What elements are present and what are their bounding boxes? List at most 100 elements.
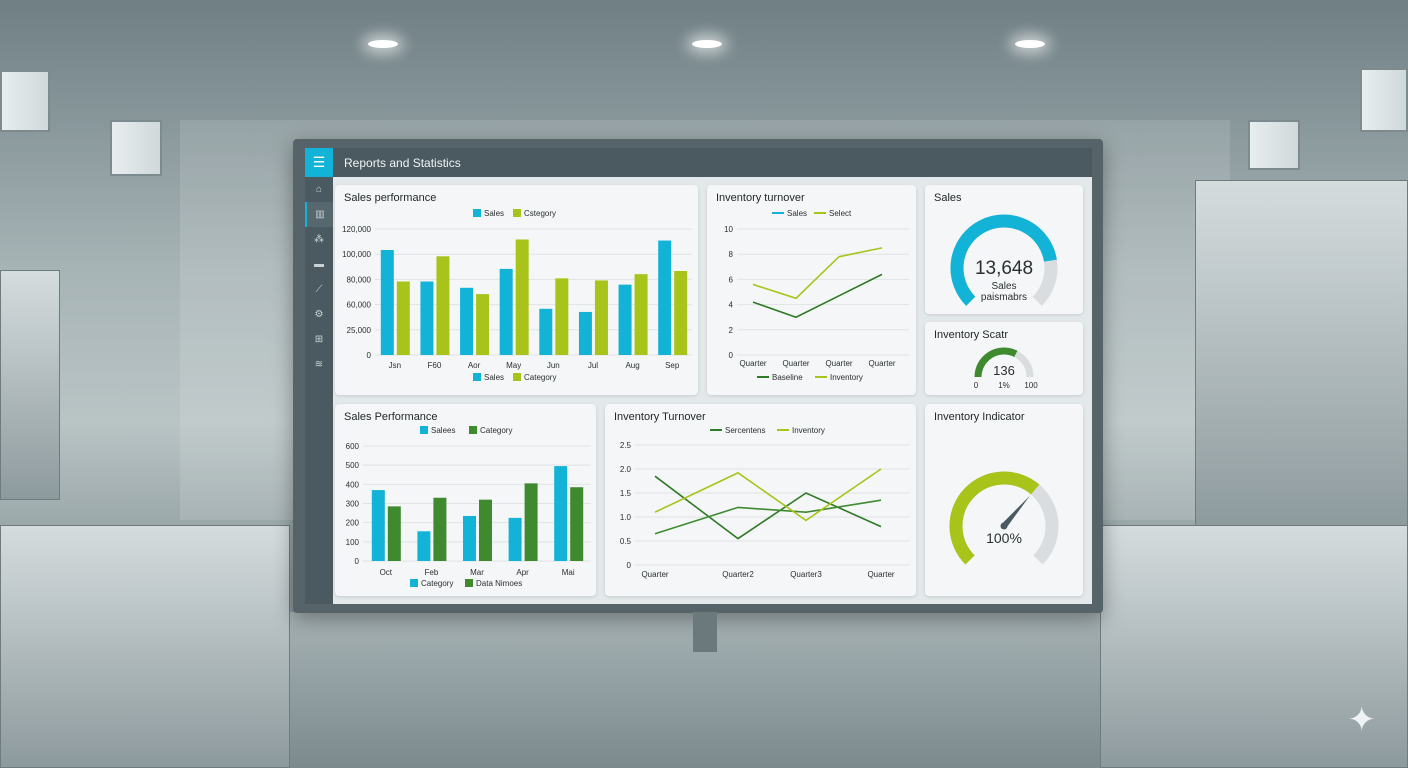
y-tick-label: 2 [729,326,734,335]
card-title: Inventory Scatr [934,329,1008,341]
x-tick-label: Quarter [782,359,809,368]
x-tick-label: Quarter [739,359,766,368]
sparkle-icon: ✦ [1347,701,1377,739]
database-icon[interactable]: ≋ [314,359,324,370]
legend-swatch [473,373,481,381]
legend-label: Data Nimoes [476,579,522,588]
y-tick-label: 0 [627,561,632,570]
gauge-sublabel: paismabrs [981,292,1027,303]
legend-label: Sales [484,373,504,382]
x-tick-label: May [506,361,521,370]
bar-category [594,280,608,355]
sales-gauge: 13,648 Sales paismabrs [950,214,1058,306]
y-tick-label: 0.5 [620,537,632,546]
inventory-turnover-card: Inventory turnover 0 2 4 6 8 10 Quarter Quarter… [707,185,916,395]
legend-label: Category [524,373,556,382]
legend-label: Inventory [792,426,825,435]
x-tick-label: Quarter3 [790,570,822,579]
line-baseline [752,273,883,319]
y-tick-label: 400 [346,480,360,489]
plus-box-icon[interactable]: ⊞ [314,334,324,345]
gauge-needle-hub [1000,522,1008,530]
hamburger-icon[interactable]: ☰ [305,148,333,177]
y-tick-label: 80,000 [347,275,372,284]
image-icon[interactable]: ▬ [314,259,324,270]
bar-category [524,483,538,561]
y-tick-label: 60,000 [347,301,372,310]
bar-salees [463,515,476,561]
gauge-label: Sales [991,281,1016,292]
bar-sales [618,284,632,355]
legend-label: Inventory [830,373,863,382]
y-tick-label: 10 [724,225,733,234]
x-tick-label: Quarter [868,359,895,368]
legend-label: Sales [484,209,504,218]
bar-sales [539,308,553,355]
y-tick-label: 2.0 [620,465,632,474]
legend-swatch [469,426,477,434]
line-inventory [654,468,882,522]
x-tick-label: F60 [428,361,442,370]
line-chart-icon[interactable]: ⟋ [315,284,323,295]
legend-swatch [513,209,521,217]
card-title: Inventory Turnover [614,411,706,423]
card-title: Sales Performance [344,411,438,423]
bar-category [436,256,450,355]
legend-label: Category [480,426,512,435]
gauge-needle-icon [1001,495,1030,528]
legend-swatch [420,426,428,434]
bar-sales [380,250,394,355]
inventory-indicator-card: Inventory Indicator 100% [925,404,1083,596]
x-tick-label: Jun [547,361,560,370]
home-icon[interactable]: ⌂ [315,184,323,195]
x-tick-label: Quarter [867,570,894,579]
legend-label: Select [829,209,852,218]
gauge-fill [949,471,1040,565]
users-icon[interactable]: ⁂ [314,234,324,245]
sales-performance-chart: 0 25,000 60,000 80,000 100,000 120,000 Jsn F60 A… [342,209,692,382]
bar-salees [371,490,385,561]
bar-chart-icon[interactable]: ▥ [305,202,333,227]
x-tick-label: Aug [625,361,639,370]
gauge-min: 0 [974,381,979,390]
card-title: Sales [934,192,962,204]
bar-sales [420,281,434,355]
inventory-turnover-chart: 0 2 4 6 8 10 Quarter Quarter Quarter Quarter Sales… [724,209,909,382]
y-tick-label: 8 [729,250,734,259]
y-tick-label: 0 [367,351,372,360]
bar-category [476,294,490,355]
bar-salees [508,517,522,561]
y-tick-label: 2.5 [620,441,632,450]
sales-gauge-card: Sales 13,648 Sales paismabrs [925,185,1083,314]
line-sercentens [654,475,882,540]
legend-swatch [410,579,418,587]
gauge-value: 100% [986,530,1022,546]
x-tick-label: Oct [380,568,393,577]
y-tick-label: 6 [729,275,734,284]
y-tick-label: 100,000 [342,250,371,259]
gauge-value: 136 [993,363,1015,378]
legend-label: Baseline [772,373,803,382]
gauge-max: 100 [1024,381,1038,390]
y-tick-label: 500 [346,461,360,470]
inventory-turnover-2-chart: 0 0.5 1.0 1.5 2.0 2.5 Quarter Quarter2 Quarter3 Q… [620,426,910,579]
legend-label: Salees [431,426,455,435]
sales-performance-2-chart: 0 100 200 300 400 500 600 Oct Feb Mar Apr Mai Salees… [346,426,591,588]
bar-category [433,497,447,561]
y-tick-label: 300 [346,500,360,509]
settings-icon[interactable]: ⚙ [314,309,324,320]
bar-sales [499,268,513,355]
x-tick-label: Feb [425,568,439,577]
legend-swatch [513,373,521,381]
page-title: Reports and Statistics [344,156,461,170]
y-tick-label: 100 [346,538,360,547]
x-tick-label: Jsn [389,361,401,370]
inventory-scatr-gauge: 136 0 1% 100 [974,347,1038,390]
x-tick-label: Quarter2 [722,570,754,579]
sales-performance-card: Sales performance 0 25,000 60,000 80,000 100… [335,185,698,395]
sidebar: ⌂ ▥ ⁂ ▬ ⟋ ⚙ ⊞ ≋ [305,177,333,604]
x-tick-label: Mai [562,568,575,577]
gauge-fill [950,214,1057,306]
bar-category [555,278,569,355]
bar-category [396,281,410,355]
